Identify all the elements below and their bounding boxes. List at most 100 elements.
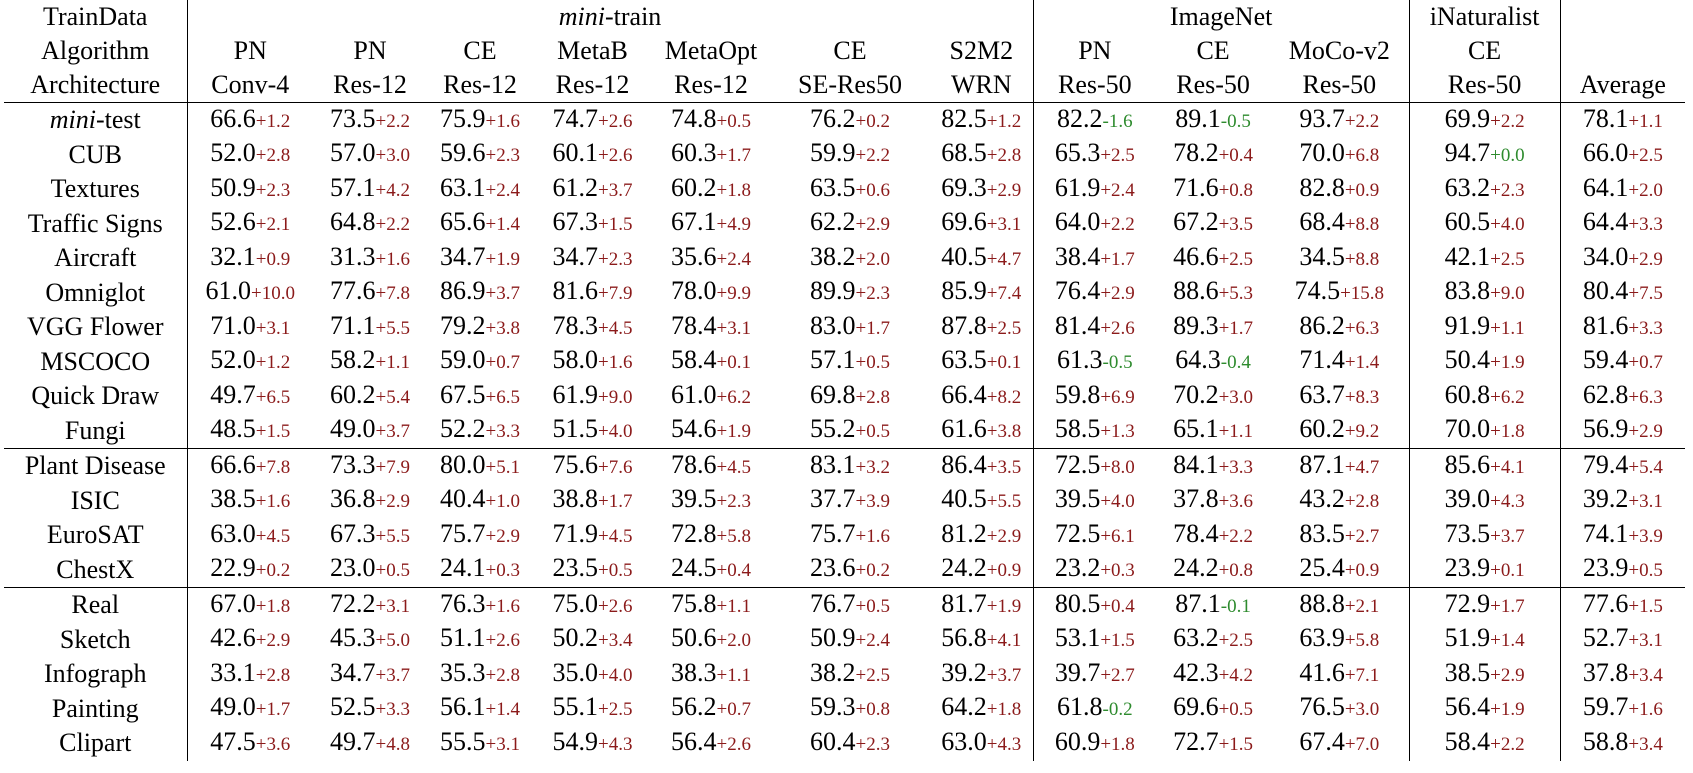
cell-value: 76.5 xyxy=(1299,692,1345,722)
cell-delta: +2.3 xyxy=(1490,179,1525,201)
cell-value: 55.5 xyxy=(440,726,486,756)
table-cell: 83.5+2.7 xyxy=(1270,518,1410,553)
cell-delta: +4.0 xyxy=(1100,491,1135,513)
cell-delta: +3.1 xyxy=(1628,491,1663,513)
table-row: Aircraft 32.1+0.9 31.3+1.6 34.7+1.9 34.7+2.3… xyxy=(4,241,1685,276)
cell-delta: +1.6 xyxy=(1628,699,1663,721)
cell-delta: +3.7 xyxy=(375,664,410,686)
table-cell: 58.4+2.2 xyxy=(1409,726,1561,761)
cell-delta: +0.5 xyxy=(716,110,751,132)
cell-value: 73.5 xyxy=(1444,518,1491,548)
cell-delta: +3.3 xyxy=(485,421,520,443)
table-cell: 59.8+6.9 xyxy=(1033,379,1156,414)
cell-value: 67.4 xyxy=(1299,726,1345,756)
row-label: Real xyxy=(4,587,188,623)
row-label-text: Real xyxy=(71,590,120,620)
table-cell: 72.5+8.0 xyxy=(1033,449,1156,484)
table-cell: 23.5+0.5 xyxy=(533,552,652,588)
cell-value: 38.8 xyxy=(552,484,599,514)
table-cell: 55.2+0.5 xyxy=(770,413,930,449)
cell-delta: +3.9 xyxy=(855,491,890,513)
row-label: VGG Flower xyxy=(4,310,188,345)
table-cell: 78.4+2.2 xyxy=(1156,518,1270,553)
cell-delta: +0.2 xyxy=(855,560,890,582)
cell-value: 61.2 xyxy=(552,172,599,202)
row-label-text: Painting xyxy=(51,693,139,723)
table-cell: 78.2+0.4 xyxy=(1156,138,1270,173)
cell-delta: +2.2 xyxy=(375,110,410,132)
cell-value: 50.4 xyxy=(1444,345,1491,375)
cell-delta: +5.5 xyxy=(375,317,410,339)
cell-delta: +2.9 xyxy=(1628,248,1663,270)
cell-value: 71.1 xyxy=(330,310,376,340)
cell-value: 78.0 xyxy=(671,276,717,306)
cell-delta: +4.0 xyxy=(1490,214,1525,236)
table-cell: 63.0+4.5 xyxy=(187,518,313,553)
cell-delta: +1.5 xyxy=(1100,630,1135,652)
cell-delta: +3.0 xyxy=(1218,386,1254,408)
table-row: Fungi 48.5+1.5 49.0+3.7 52.2+3.3 51.5+4.0 54.… xyxy=(4,413,1686,449)
row-label: Painting xyxy=(4,691,188,726)
row-label-text: Fungi xyxy=(64,415,126,445)
cell-value: 63.0 xyxy=(210,518,256,548)
cell-delta: +3.1 xyxy=(375,595,410,617)
cell-delta: +1.9 xyxy=(1490,352,1525,374)
cell-value: 64.1 xyxy=(1582,172,1629,202)
table-cell: 64.4+3.3 xyxy=(1560,207,1685,242)
cell-value: 42.1 xyxy=(1444,241,1491,271)
cell-delta: +0.1 xyxy=(1490,560,1525,582)
algo-header: CE xyxy=(1409,34,1561,68)
cell-delta: +0.4 xyxy=(716,560,751,582)
table-cell: 63.2+2.3 xyxy=(1409,172,1561,207)
cell-value: 79.2 xyxy=(440,310,486,340)
cell-delta: +3.4 xyxy=(1628,733,1663,755)
table-cell: 86.4+3.5 xyxy=(930,448,1034,484)
table-cell: 57.0+3.0 xyxy=(313,138,427,173)
arch-header: Conv-4 xyxy=(187,68,313,103)
table-cell: 50.6+2.0 xyxy=(652,623,770,658)
cell-value: 86.2 xyxy=(1299,310,1345,340)
table-cell: 78.3+4.5 xyxy=(533,310,652,345)
cell-value: 81.6 xyxy=(552,276,599,306)
table-cell: 58.0+1.6 xyxy=(533,345,652,380)
cell-value: 75.0 xyxy=(552,588,599,618)
cell-value: 81.6 xyxy=(1582,310,1629,340)
table-cell: 24.2+0.8 xyxy=(1156,552,1271,588)
table-cell: 61.6+3.8 xyxy=(930,413,1034,449)
cell-delta: +2.5 xyxy=(855,664,890,686)
cell-value: 61.9 xyxy=(552,379,599,409)
cell-delta: +4.0 xyxy=(598,421,633,443)
row-label: CUB xyxy=(4,137,188,172)
row-label-text: MSCOCO xyxy=(40,346,151,376)
cell-delta: +1.2 xyxy=(255,352,291,374)
table-cell: 72.9+1.7 xyxy=(1409,587,1561,623)
table-cell: 72.5+6.1 xyxy=(1033,518,1156,553)
table-cell: 63.7+8.3 xyxy=(1270,379,1410,414)
cell-value: 56.2 xyxy=(671,692,717,722)
cell-value: 58.5 xyxy=(1054,414,1101,444)
cell-value: 75.8 xyxy=(671,588,717,618)
table-cell: 36.8+2.9 xyxy=(313,484,427,519)
row-label-text: Plant Disease xyxy=(24,451,166,481)
cell-value: 47.5 xyxy=(210,726,256,756)
average-header: Average xyxy=(1560,68,1686,103)
cell-value: 77.6 xyxy=(1582,588,1629,618)
cell-delta: +6.3 xyxy=(1344,317,1380,339)
table-cell: 39.5+4.0 xyxy=(1033,484,1156,519)
cell-delta: +4.3 xyxy=(986,733,1022,755)
table-cell: 59.4+0.7 xyxy=(1560,345,1685,380)
cell-delta: +6.8 xyxy=(1344,145,1380,167)
cell-delta: -0.4 xyxy=(1220,352,1251,374)
cell-value: 88.6 xyxy=(1173,276,1219,306)
cell-delta: +1.6 xyxy=(598,352,633,374)
cell-delta: +2.1 xyxy=(1344,595,1380,617)
row-label-text: ChestX xyxy=(56,554,135,584)
cell-value: 67.0 xyxy=(210,588,256,618)
cell-value: 91.9 xyxy=(1444,310,1491,340)
cell-delta: +4.0 xyxy=(598,664,633,686)
table-cell: 73.3+7.9 xyxy=(313,449,427,484)
cell-value: 74.5 xyxy=(1294,276,1341,306)
cell-delta: +2.8 xyxy=(485,664,520,686)
cell-delta: +3.1 xyxy=(485,733,520,755)
cell-value: 70.2 xyxy=(1173,379,1219,409)
